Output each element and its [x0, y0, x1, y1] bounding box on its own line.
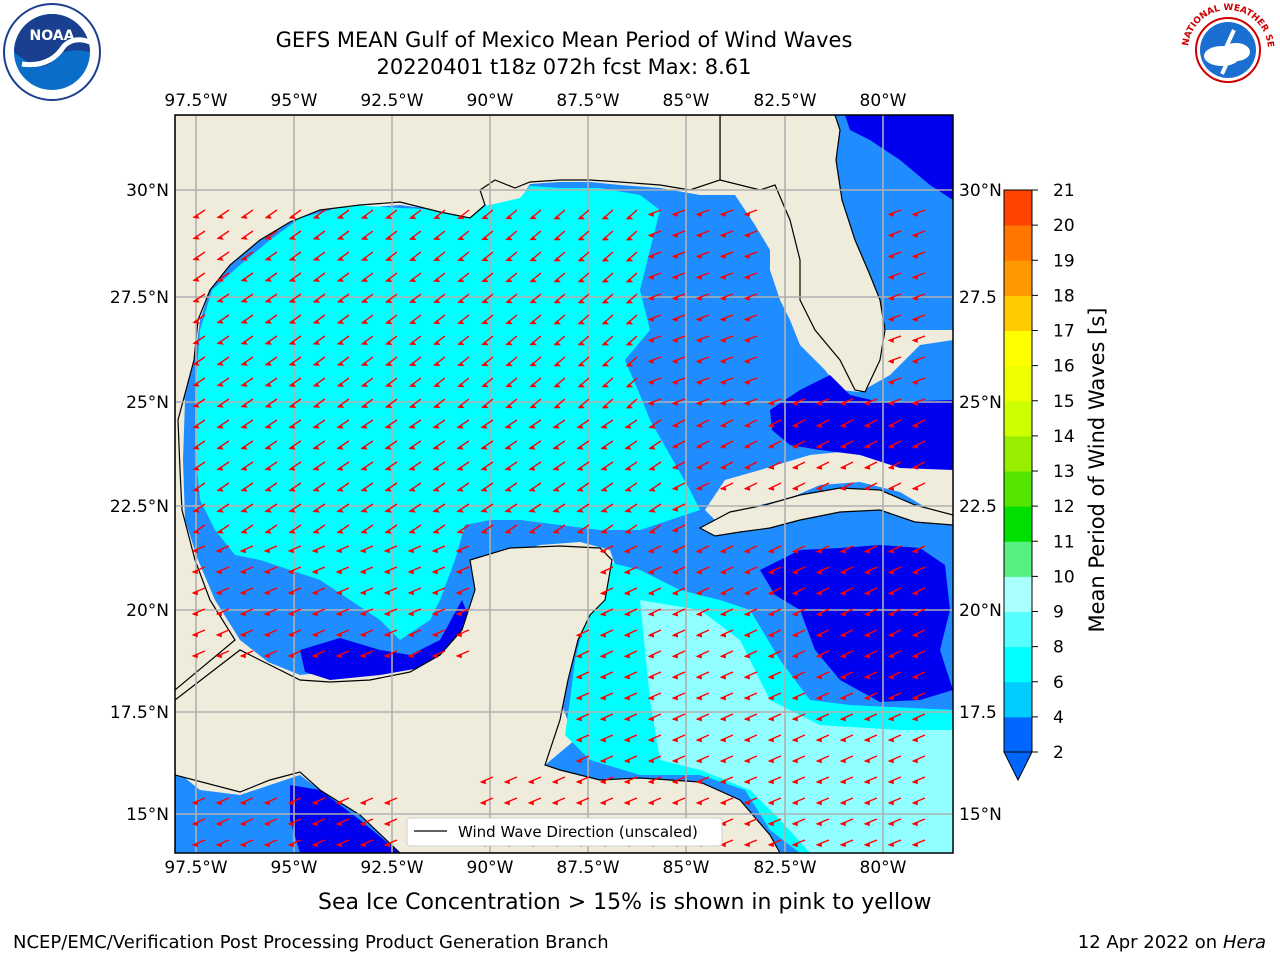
lon-label-top: 92.5°W — [360, 91, 423, 111]
colorbar-segment — [1004, 400, 1032, 437]
colorbar-tick-label: 9 — [1053, 603, 1064, 623]
chart-title: GEFS MEAN Gulf of Mexico Mean Period of … — [275, 28, 853, 52]
lon-label-top: 90°W — [467, 91, 514, 111]
colorbar-tick-label: 21 — [1053, 181, 1075, 201]
legend-label: Wind Wave Direction (unscaled) — [458, 823, 698, 841]
colorbar-segment — [1004, 435, 1032, 472]
atlantic-dark — [845, 115, 953, 200]
colorbar-tick-label: 15 — [1053, 392, 1075, 412]
chart-subtitle: 20220401 t18z 072h fcst Max: 8.61 — [376, 55, 752, 79]
map-frame — [174, 114, 954, 854]
lon-label-top: 97.5°W — [164, 91, 227, 111]
machine-name: Hera — [1222, 932, 1266, 953]
lat-label-right: 20°N — [959, 601, 1002, 621]
lat-label-left: 27.5°N — [110, 288, 169, 308]
colorbar-tick-label: 2 — [1053, 743, 1064, 763]
lat-label-left: 22.5°N — [110, 497, 169, 517]
lon-label-top: 82.5°W — [753, 91, 816, 111]
lon-label-bottom: 90°W — [467, 858, 514, 878]
colorbar-segment — [1004, 295, 1032, 331]
lon-label-top: 87.5°W — [556, 91, 619, 111]
colorbar-tick-label: 17 — [1053, 322, 1075, 342]
credit-line: NCEP/EMC/Verification Post Processing Pr… — [13, 932, 609, 953]
noaa-wordmark: NOAA — [30, 28, 75, 44]
lat-label-left: 20°N — [126, 601, 169, 621]
colorbar-segment — [1004, 365, 1032, 402]
lat-label-right: 25°N — [959, 393, 1002, 413]
lon-label-bottom: 97.5°W — [164, 858, 227, 878]
colorbar-segment — [1004, 471, 1032, 507]
mexico-usa-land — [175, 115, 721, 691]
lat-label-left: 30°N — [126, 181, 169, 201]
colorbar-segment — [1004, 611, 1032, 648]
lon-label-top: 85°W — [663, 91, 710, 111]
caribbean-ocean-pale — [640, 600, 953, 853]
yucatan-land — [175, 545, 781, 853]
lon-label-bottom: 80°W — [860, 858, 907, 878]
colorbar-segment — [1004, 330, 1032, 367]
colorbar-segment — [1004, 576, 1032, 612]
colorbar-segment — [1004, 190, 1032, 226]
colorbar-segment — [1004, 541, 1032, 577]
colorbar-tick-label: 18 — [1053, 286, 1075, 306]
gulf-ocean-light — [195, 186, 700, 640]
lon-label-top: 95°W — [271, 91, 318, 111]
colorbar-tick-label: 16 — [1053, 357, 1075, 377]
cuba-land — [698, 487, 953, 537]
colorbar-tick-label: 12 — [1053, 497, 1075, 517]
map-legend: Wind Wave Direction (unscaled) — [406, 817, 723, 847]
noaa-logo: NOAA — [3, 3, 101, 101]
colorbar-tick-label: 6 — [1053, 673, 1064, 693]
date-line: 12 Apr 2022 on Hera — [1078, 932, 1266, 953]
lon-label-bottom: 87.5°W — [556, 858, 619, 878]
lat-label-left: 25°N — [126, 393, 169, 413]
colorbar: 2 4 6 8 9 10 11 12 13 14 15 16 17 18 19 20 21 — [1003, 181, 1075, 782]
colorbar-tick-label: 4 — [1053, 708, 1064, 728]
lat-label-right: 17.5 — [959, 703, 997, 723]
colorbar-tick-label: 11 — [1053, 532, 1075, 552]
colorbar-extend-arrow — [1003, 751, 1033, 782]
colorbar-tick-label: 13 — [1053, 462, 1075, 482]
axis-labels: 97.5°W 97.5°W 95°W 95°W 92.5°W 92.5°W 90°W 90°W… — [110, 91, 1002, 878]
lat-label-left: 15°N — [126, 805, 169, 825]
bay-campeche-dark — [300, 600, 470, 680]
lon-label-bottom: 92.5°W — [360, 858, 423, 878]
wind-wave-direction-arrows — [191, 209, 926, 848]
colorbar-segment — [1004, 646, 1032, 683]
florida-straits-dark — [770, 375, 953, 470]
colorbar-title: Mean Period of Wind Waves [s] — [1085, 307, 1109, 633]
lon-label-bottom: 85°W — [663, 858, 710, 878]
lat-label-right: 30°N — [959, 181, 1002, 201]
lat-label-right: 15°N — [959, 805, 1002, 825]
colorbar-tick-label: 14 — [1053, 427, 1075, 447]
lat-label-right: 27.5 — [959, 288, 997, 308]
lat-label-right: 22.5 — [959, 497, 997, 517]
nws-logo: NATIONAL WEATHER SERVICE — [1178, 0, 1275, 97]
lon-label-bottom: 82.5°W — [753, 858, 816, 878]
lon-label-top: 80°W — [860, 91, 907, 111]
sea-ice-note: Sea Ice Concentration > 15% is shown in … — [318, 890, 932, 915]
colorbar-segment — [1004, 225, 1032, 261]
colorbar-tick-label: 8 — [1053, 638, 1064, 658]
colorbar-segment — [1004, 260, 1032, 296]
lat-label-left: 17.5°N — [110, 703, 169, 723]
colorbar-tick-label: 20 — [1053, 216, 1075, 236]
colorbar-tick-label: 10 — [1053, 567, 1075, 587]
date-text: 12 Apr 2022 on — [1077, 932, 1223, 953]
colorbar-segment — [1004, 681, 1032, 718]
florida-land — [719, 115, 886, 393]
caribbean-dark — [760, 545, 953, 702]
colorbar-segment — [1004, 506, 1032, 542]
lon-label-bottom: 95°W — [271, 858, 318, 878]
colorbar-tick-label: 19 — [1053, 251, 1075, 271]
colorbar-segment — [1004, 716, 1032, 753]
